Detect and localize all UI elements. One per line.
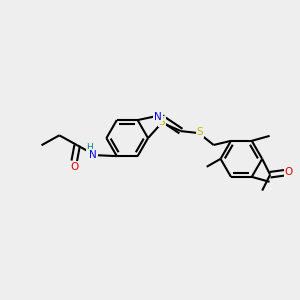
Text: N: N xyxy=(89,150,97,160)
Text: O: O xyxy=(70,162,78,172)
Text: H: H xyxy=(86,143,93,152)
Text: O: O xyxy=(285,167,293,177)
Text: S: S xyxy=(196,127,203,137)
Text: S: S xyxy=(159,117,165,127)
Text: N: N xyxy=(154,112,162,122)
